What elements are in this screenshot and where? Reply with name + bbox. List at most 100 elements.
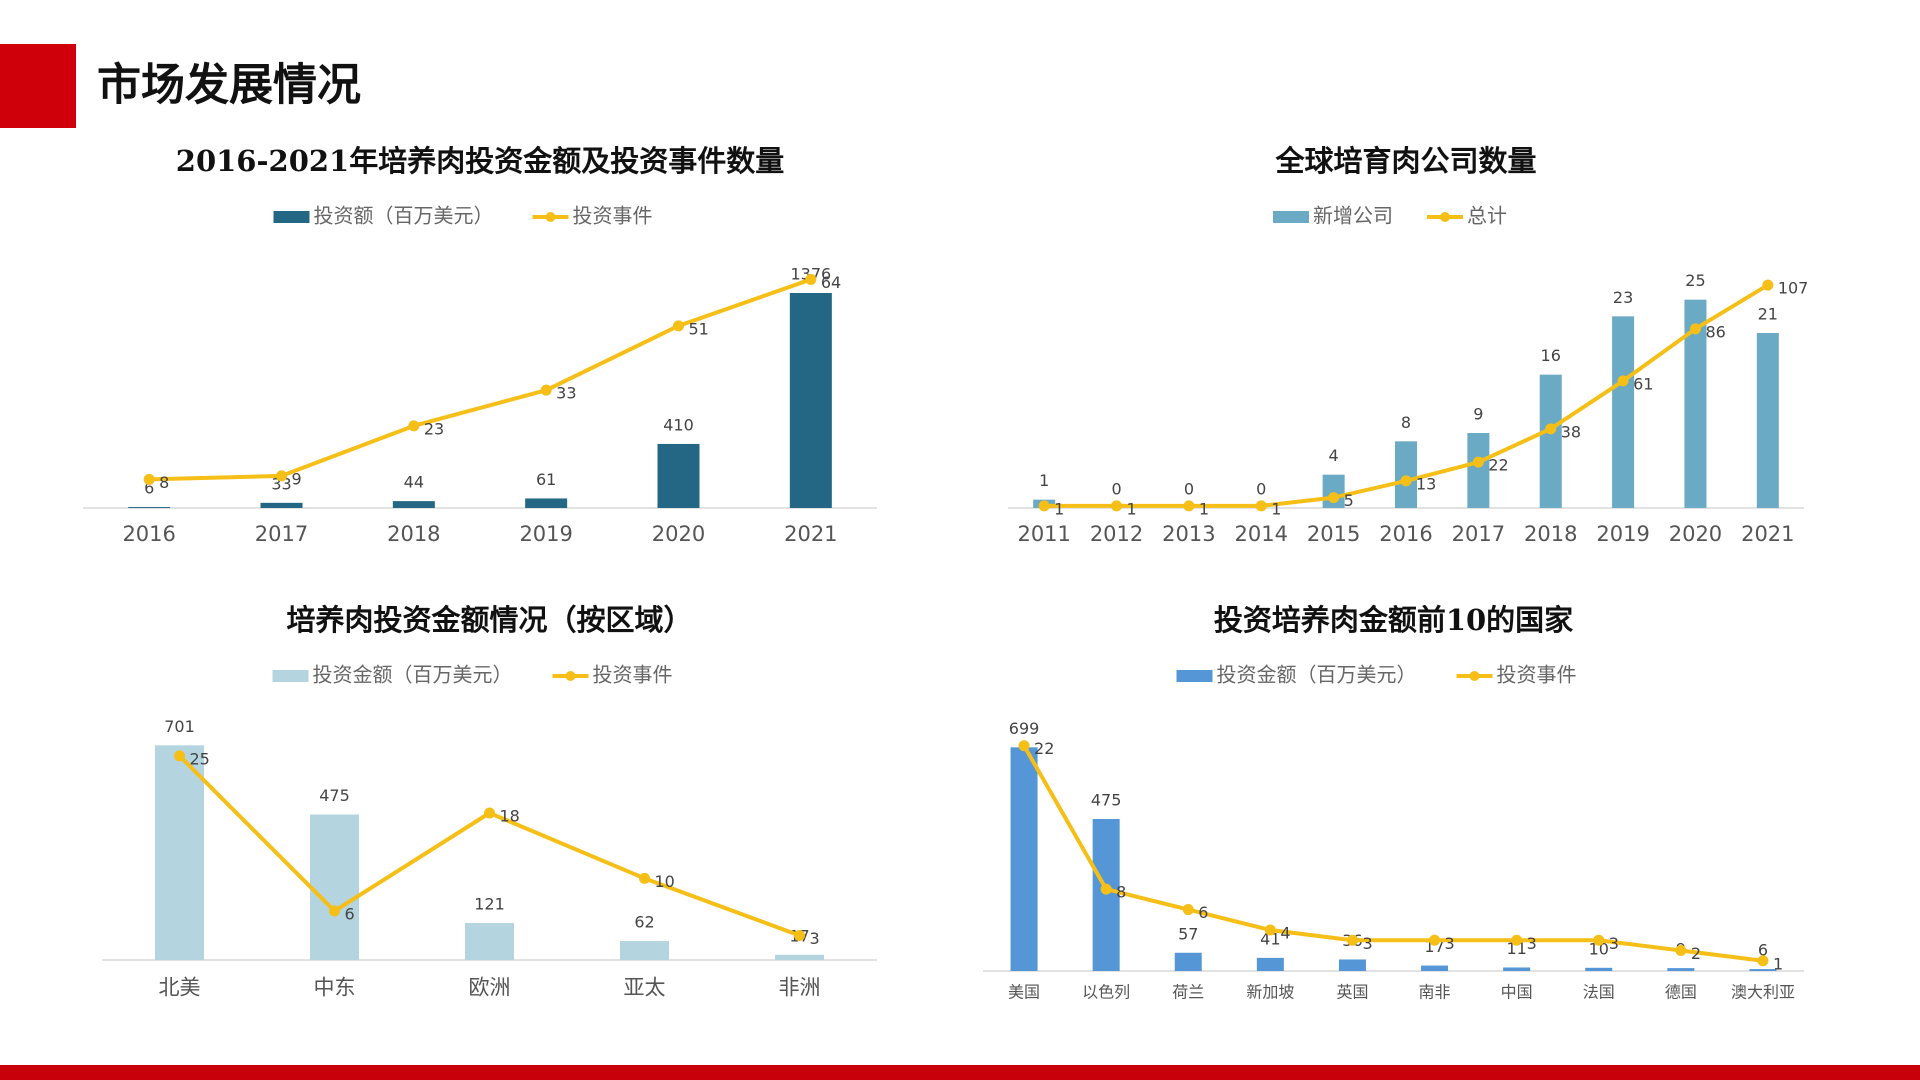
line-value-label: 8 xyxy=(159,473,169,492)
x-tick-label: 德国 xyxy=(1665,983,1697,1002)
line-point xyxy=(1255,500,1267,512)
bar xyxy=(789,293,832,508)
bar xyxy=(155,745,204,960)
chart-title: 培养肉投资金额情况（按区域） xyxy=(286,603,692,637)
bar-value-label: 6 xyxy=(144,479,154,498)
bar xyxy=(465,922,514,960)
line-value-label: 3 xyxy=(1445,934,1455,953)
x-tick-label: 2016 xyxy=(1379,522,1432,546)
line-point xyxy=(174,750,185,762)
x-tick-label: 2019 xyxy=(519,522,572,546)
bar xyxy=(260,502,303,508)
x-tick-label: 2013 xyxy=(1162,522,1215,546)
legend-swatch xyxy=(545,212,556,222)
bar-value-label: 4 xyxy=(1329,446,1339,465)
bar xyxy=(1421,965,1449,971)
legend-label: 投资事件 xyxy=(593,663,673,687)
x-tick-label: 南非 xyxy=(1419,983,1451,1002)
bar xyxy=(1256,957,1284,971)
line-point xyxy=(1183,500,1195,512)
x-tick-label: 2020 xyxy=(652,522,705,546)
bar xyxy=(1174,952,1202,971)
bar xyxy=(1749,969,1777,971)
bar xyxy=(1667,968,1695,971)
x-tick-label: 2015 xyxy=(1307,522,1360,546)
legend-label: 投资额（百万美元） xyxy=(314,204,494,228)
bar-value-label: 21 xyxy=(1758,305,1778,324)
bar xyxy=(1395,441,1417,508)
bar-value-label: 11 xyxy=(1506,939,1526,958)
line-value-label: 51 xyxy=(689,319,709,338)
bar xyxy=(657,443,700,508)
line-point xyxy=(540,384,552,396)
line-point xyxy=(1511,934,1523,946)
bar-value-label: 475 xyxy=(319,786,350,805)
line-point xyxy=(1264,924,1276,936)
bar xyxy=(1010,747,1038,971)
slide-title: 市场发展情况 xyxy=(97,60,361,111)
x-tick-label: 欧洲 xyxy=(469,976,511,1000)
chart-title: 2016-2021年培养肉投资金额及投资事件数量 xyxy=(176,144,784,178)
line-point xyxy=(1757,955,1769,967)
bar-value-label: 8 xyxy=(1401,413,1411,432)
line-point xyxy=(1111,500,1123,512)
line-value-label: 33 xyxy=(556,384,576,403)
line-point xyxy=(329,905,340,917)
bar xyxy=(1503,967,1531,971)
legend-label: 新增公司 xyxy=(1313,204,1393,228)
line-point xyxy=(1182,904,1194,916)
footer-bar xyxy=(0,1065,1920,1080)
line-value-label: 25 xyxy=(190,749,210,768)
legend-swatch xyxy=(1176,670,1213,682)
line-value-label: 3 xyxy=(1609,934,1619,953)
x-tick-label: 2011 xyxy=(1017,522,1070,546)
line-value-label: 22 xyxy=(1488,456,1508,475)
line-point xyxy=(1675,945,1687,957)
line-point xyxy=(1018,740,1030,752)
bar-value-label: 16 xyxy=(1541,346,1561,365)
legend-label: 投资事件 xyxy=(1497,663,1577,687)
bar-value-label: 25 xyxy=(1685,271,1705,290)
bar xyxy=(1585,967,1613,971)
line-value-label: 4 xyxy=(1280,924,1290,943)
bar xyxy=(310,814,359,960)
bar-value-label: 0 xyxy=(1184,480,1194,499)
bar-value-label: 475 xyxy=(1091,791,1122,810)
line-point xyxy=(408,420,420,432)
x-tick-label: 中东 xyxy=(314,976,356,1000)
bar-value-label: 121 xyxy=(474,894,505,913)
bar xyxy=(525,498,568,508)
bar xyxy=(1092,819,1120,971)
line-value-label: 61 xyxy=(1633,374,1653,393)
x-tick-label: 澳大利亚 xyxy=(1731,983,1795,1002)
legend-swatch xyxy=(1273,211,1309,223)
line-point xyxy=(1762,279,1774,291)
line-value-label: 2 xyxy=(1691,944,1701,963)
line-point xyxy=(794,930,805,941)
bar-value-label: 410 xyxy=(663,415,694,434)
x-tick-label: 2021 xyxy=(784,522,837,546)
x-tick-label: 中国 xyxy=(1501,983,1533,1002)
bar-value-label: 0 xyxy=(1111,480,1121,499)
x-tick-label: 2020 xyxy=(1669,522,1722,546)
bar xyxy=(392,501,435,508)
bar-value-label: 9 xyxy=(1473,405,1483,424)
bar xyxy=(620,941,669,960)
bar xyxy=(1684,299,1707,508)
line-value-label: 6 xyxy=(1198,903,1208,922)
line-value-label: 23 xyxy=(424,419,444,438)
line-point xyxy=(143,473,155,485)
bar-value-label: 6 xyxy=(1758,941,1768,960)
x-tick-label: 2021 xyxy=(1741,522,1794,546)
bar-value-label: 57 xyxy=(1178,924,1198,943)
line-point xyxy=(1038,500,1050,512)
x-tick-label: 荷兰 xyxy=(1172,983,1204,1002)
x-tick-label: 2019 xyxy=(1596,522,1649,546)
bar xyxy=(1612,316,1635,508)
line-value-label: 9 xyxy=(292,469,302,488)
line-value-label: 107 xyxy=(1778,279,1809,298)
bar-value-label: 23 xyxy=(1613,288,1633,307)
bar-value-label: 33 xyxy=(271,474,291,493)
bar xyxy=(1756,333,1779,508)
